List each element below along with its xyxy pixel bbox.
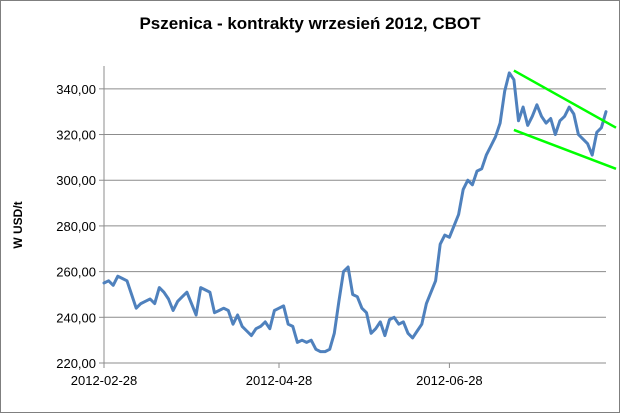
series-lines [102, 71, 608, 354]
axes [103, 66, 606, 364]
x-tick-label: 2012-06-28 [416, 373, 483, 388]
y-tick-label: 260,00 [56, 265, 96, 280]
trend-lines [513, 69, 617, 170]
y-tick-label: 300,00 [56, 173, 96, 188]
y-tick-label: 280,00 [56, 219, 96, 234]
y-tick-label: 220,00 [56, 356, 96, 371]
trend-line [513, 128, 617, 170]
x-tick-label: 2012-02-28 [71, 373, 138, 388]
trend-line [513, 69, 617, 129]
y-tick-label: 340,00 [56, 82, 96, 97]
chart-title: Pszenica - kontrakty wrzesień 2012, CBOT [139, 14, 481, 33]
series-line [102, 71, 608, 354]
x-tick-labels: 2012-02-28 2012-04-28 2012-06-28 [71, 363, 483, 388]
y-tick-labels: 220,00 240,00 260,00 280,00 300,00 320,00 340,… [56, 82, 96, 371]
y-tick-label: 240,00 [56, 310, 96, 325]
gridlines [99, 88, 606, 364]
y-tick-label: 320,00 [56, 128, 96, 143]
x-tick-label: 2012-04-28 [246, 373, 313, 388]
